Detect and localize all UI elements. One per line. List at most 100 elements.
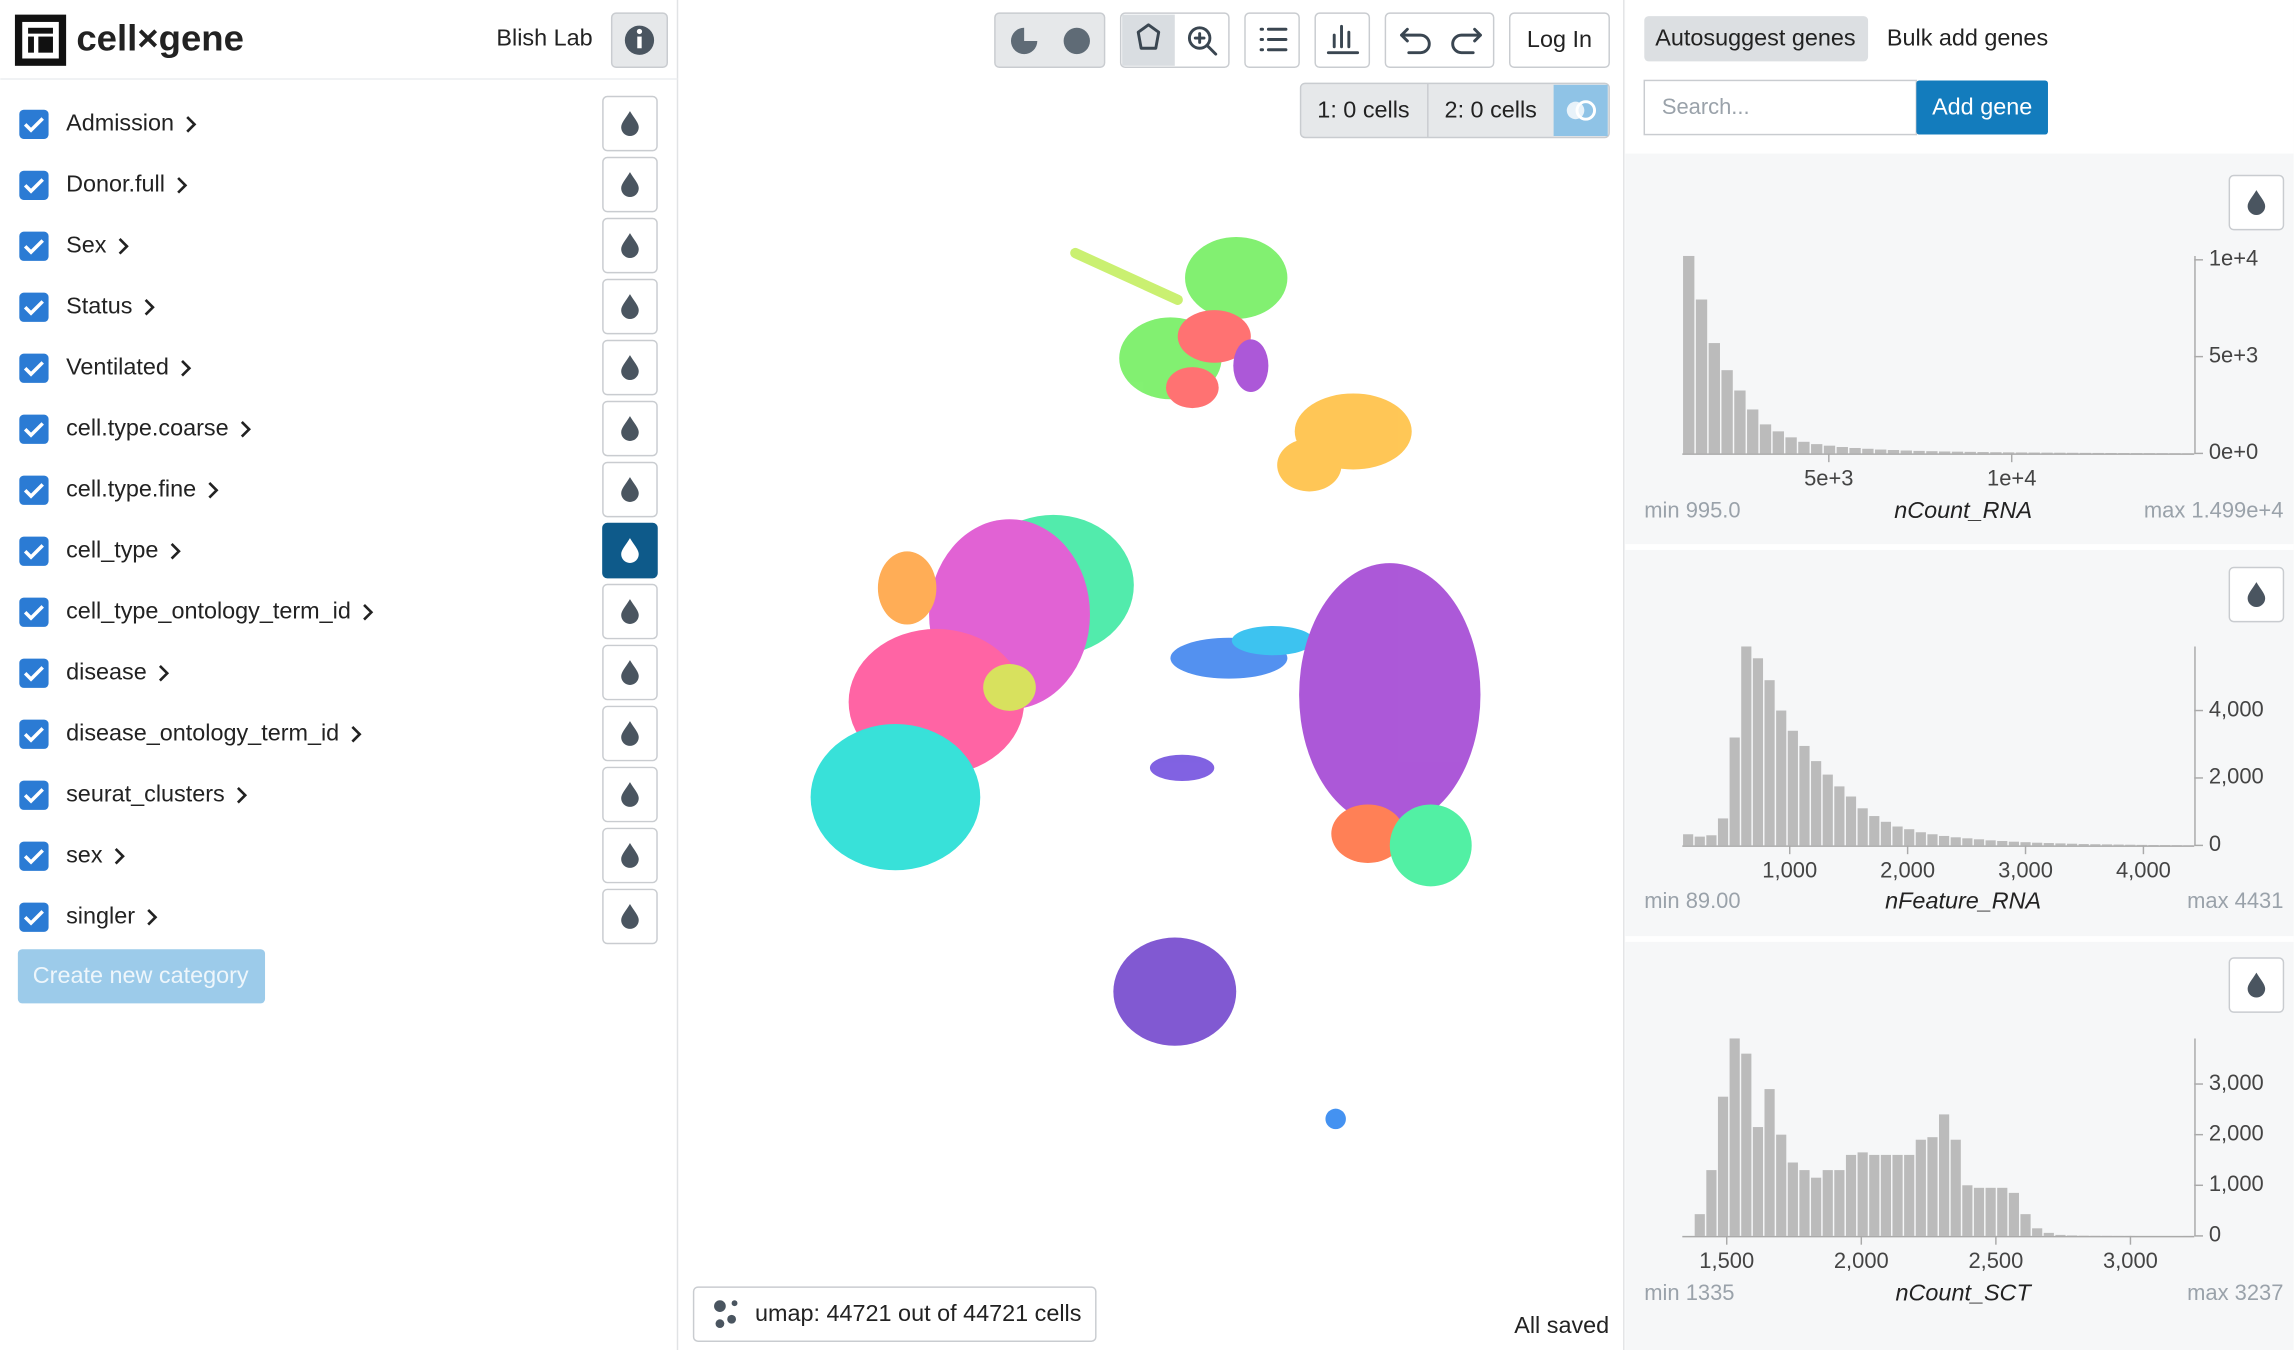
checkbox[interactable] bbox=[19, 597, 49, 627]
category-name: Status bbox=[66, 292, 132, 318]
bar bbox=[1799, 1170, 1810, 1236]
add-gene-label: Add gene bbox=[1932, 93, 2032, 119]
category-row[interactable]: cell_type_ontology_term_id bbox=[19, 583, 658, 640]
check bbox=[23, 117, 44, 133]
bar bbox=[1997, 841, 2008, 846]
check bbox=[23, 178, 44, 194]
y-tick-label: 4,000 bbox=[2209, 696, 2264, 721]
login-button[interactable] bbox=[1508, 12, 1610, 69]
bar bbox=[1729, 737, 1740, 846]
bar bbox=[1734, 390, 1746, 454]
category-row[interactable]: cell.type.coarse bbox=[19, 400, 658, 457]
reset-icon bbox=[1063, 27, 1090, 55]
bar bbox=[1926, 451, 1938, 454]
bar bbox=[2041, 452, 2053, 454]
checkbox[interactable] bbox=[19, 841, 49, 871]
bar bbox=[1717, 818, 1729, 846]
tab-active[interactable] bbox=[1644, 16, 1869, 62]
check bbox=[23, 605, 44, 621]
bar bbox=[2113, 844, 2124, 846]
bar bbox=[1915, 1139, 1926, 1236]
category-row[interactable]: cell_type bbox=[19, 522, 658, 579]
bar bbox=[2028, 452, 2040, 454]
x-tick-label: 2,000 bbox=[1834, 1248, 1889, 1273]
drop-icon bbox=[2247, 582, 2266, 607]
bar bbox=[2043, 1232, 2054, 1236]
embedding[interactable] bbox=[810, 236, 1481, 1130]
x-tick-label: 2,500 bbox=[1968, 1248, 2023, 1273]
lasso-icon bbox=[1136, 23, 1161, 50]
create-category-button[interactable] bbox=[17, 949, 266, 1004]
checkbox[interactable] bbox=[19, 536, 49, 566]
checkbox[interactable] bbox=[19, 292, 49, 322]
bar bbox=[1729, 1038, 1740, 1236]
category-row[interactable]: singler bbox=[19, 888, 658, 945]
checkbox[interactable] bbox=[19, 658, 49, 688]
category-row[interactable]: sex bbox=[19, 827, 658, 884]
check bbox=[23, 849, 44, 865]
bar bbox=[1862, 448, 1874, 454]
category-row[interactable]: disease_ontology_term_id bbox=[19, 705, 658, 762]
bar bbox=[1904, 829, 1915, 846]
checkbox[interactable] bbox=[19, 902, 49, 932]
checkbox[interactable] bbox=[19, 353, 49, 383]
bar bbox=[2055, 1234, 2066, 1236]
checkbox[interactable] bbox=[19, 719, 49, 749]
checkbox[interactable] bbox=[19, 780, 49, 810]
zoom-icon bbox=[1187, 26, 1212, 50]
bar bbox=[1939, 835, 1950, 846]
category-row[interactable]: Ventilated bbox=[19, 339, 658, 396]
bar bbox=[2032, 1228, 2043, 1236]
category-row[interactable]: Admission bbox=[19, 95, 658, 152]
drop-icon bbox=[621, 538, 639, 563]
checkbox[interactable] bbox=[19, 231, 49, 261]
bar bbox=[1973, 1187, 1985, 1236]
drop-icon bbox=[621, 233, 639, 259]
tab[interactable]: Autosuggest genes bbox=[1655, 25, 1855, 51]
category-row[interactable]: cell.type.fine bbox=[19, 461, 658, 518]
category-row[interactable]: Status bbox=[19, 278, 658, 335]
bar bbox=[1900, 450, 1912, 454]
bar bbox=[1822, 1170, 1833, 1236]
bar bbox=[1764, 680, 1775, 846]
category-name: Ventilated bbox=[66, 353, 169, 379]
x-tick-label: 2,000 bbox=[1880, 858, 1935, 883]
embedding-button[interactable]: umap: 44721 out of 44721 cells bbox=[692, 1286, 1097, 1342]
category-row[interactable]: disease bbox=[19, 644, 658, 701]
bar bbox=[1990, 452, 2002, 454]
range-max: max 4431 bbox=[2187, 888, 2283, 913]
save-status: All saved bbox=[1514, 1312, 1609, 1338]
bar bbox=[1857, 808, 1868, 846]
search-box[interactable] bbox=[1643, 79, 1918, 136]
lab-name: Blish Lab bbox=[496, 25, 592, 51]
separator bbox=[1625, 544, 2294, 550]
bar bbox=[1997, 1187, 2008, 1236]
bar bbox=[1834, 1170, 1845, 1236]
chevron bbox=[170, 543, 181, 560]
category-row[interactable]: Donor.full bbox=[19, 156, 658, 213]
chevron bbox=[158, 665, 170, 682]
drop-icon bbox=[621, 782, 639, 807]
checkbox[interactable] bbox=[19, 109, 49, 139]
checkbox[interactable] bbox=[19, 170, 49, 200]
embedding-label: umap: 44721 out of 44721 cells bbox=[755, 1300, 1081, 1326]
bar bbox=[1927, 1137, 1938, 1236]
checkbox[interactable] bbox=[19, 475, 49, 505]
category-row[interactable]: seurat_clusters bbox=[19, 766, 658, 823]
checkbox[interactable] bbox=[19, 414, 49, 444]
bar bbox=[1785, 437, 1797, 454]
info-button[interactable] bbox=[610, 12, 668, 69]
add-gene-button[interactable] bbox=[1916, 80, 2048, 135]
drop-icon bbox=[2247, 190, 2266, 216]
bar bbox=[1964, 451, 1976, 454]
bar bbox=[1776, 710, 1787, 846]
tab[interactable]: Bulk add genes bbox=[1887, 25, 2048, 51]
y-tick-label: 2,000 bbox=[2209, 1120, 2264, 1145]
category-row[interactable]: Sex bbox=[19, 217, 658, 274]
bar bbox=[1811, 761, 1822, 846]
bar bbox=[1927, 834, 1938, 846]
drop-icon bbox=[621, 477, 639, 502]
x-tick-label: 1,500 bbox=[1699, 1248, 1754, 1273]
y-tick-label: 1e+4 bbox=[2209, 246, 2258, 271]
cellsets[interactable] bbox=[1299, 82, 1610, 139]
